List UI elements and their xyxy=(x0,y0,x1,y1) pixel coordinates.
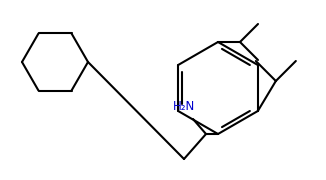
Text: H₂N: H₂N xyxy=(173,100,195,112)
